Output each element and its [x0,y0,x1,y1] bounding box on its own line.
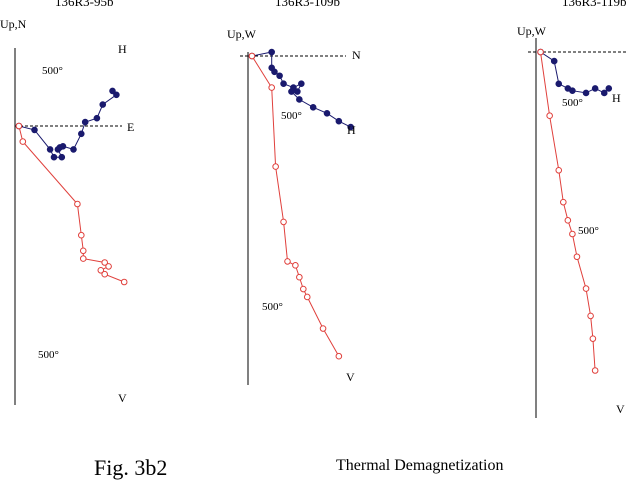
v-data-point [335,352,343,360]
h-data-point [93,114,101,122]
v-data-point [582,285,590,292]
h-data-point [113,91,120,99]
h-data-point [81,118,89,126]
v-data-point [105,263,112,270]
v-data-point [587,312,594,320]
v-data-point [564,217,572,224]
v-data-point [292,262,299,269]
v-series-label: V [346,370,355,384]
h-series-line [540,51,610,94]
h-data-point [280,80,287,87]
v-data-point [303,293,311,301]
h-data-point [591,85,599,92]
h-data-point [46,146,54,153]
h-data-point [347,123,355,131]
h-data-point [70,146,77,153]
h-data-point [569,87,576,94]
v-data-point [546,112,553,119]
h-data-point [309,104,317,111]
v-data-point [560,198,567,206]
h-series-label: H [118,42,127,56]
temperature-annotation: 500° [42,65,63,77]
h-series-label: H [612,91,621,105]
v-data-point [569,230,576,238]
v-data-point [15,122,23,130]
h-data-point [323,109,331,117]
axis-label-up: Up,N [0,17,27,31]
v-data-point [589,335,597,342]
h-data-point [605,85,613,92]
temperature-annotation: 500° [281,110,302,122]
v-data-point [97,267,105,274]
h-data-point [271,68,278,76]
axis-label-up: Up,W [227,27,257,41]
axis-label-up: Up,W [517,24,547,38]
h-data-point [99,101,107,108]
v-data-point [280,218,287,226]
v-data-point [120,278,128,286]
h-data-point [298,80,305,87]
panel-title: 136R3-95b [55,0,114,9]
v-data-point [555,167,563,174]
v-data-point [268,84,276,91]
v-series-label: V [616,402,625,416]
h-data-point [268,48,276,56]
v-series-label: V [118,391,127,405]
v-data-point [272,163,279,170]
h-data-point [31,126,38,134]
temperature-annotation: 500° [262,301,283,313]
v-data-point [248,52,256,60]
v-data-point [296,273,303,281]
v-data-point [101,270,108,278]
v-data-point [300,285,307,293]
h-data-point [555,80,563,88]
axis-label-right: E [127,120,134,134]
temperature-annotation: 500° [578,225,599,237]
h-data-point [276,72,283,80]
v-data-point [101,259,108,266]
v-data-point [284,258,291,265]
v-data-point [79,247,87,255]
v-data-point [74,200,81,208]
figure-caption: Fig. 3b2 [94,455,168,480]
h-data-point [550,57,558,65]
h-data-point [78,130,85,138]
temperature-annotation: 500° [562,97,583,109]
h-data-point [59,142,67,150]
h-data-point [58,153,66,161]
h-data-point [335,117,343,125]
h-data-point [288,88,295,95]
h-series-line [18,90,118,158]
panel-title: 136R3-109b [275,0,340,9]
axis-label-right: N [352,48,361,62]
v-data-point [78,231,85,239]
temperature-annotation: 500° [38,349,59,361]
h-data-point [296,96,303,103]
v-data-point [319,325,327,332]
v-data-point [19,138,27,145]
h-data-point [50,153,58,161]
h-series-label: H [347,123,356,137]
v-data-point [591,367,599,374]
h-data-point [109,87,116,95]
figure-subtitle: Thermal Demagnetization [336,457,504,474]
v-data-point [79,255,87,262]
v-data-point [573,253,581,261]
h-data-point [600,89,608,97]
h-data-point [582,89,590,97]
v-data-point [537,48,544,56]
h-data-point [294,88,301,95]
panel-title: 136R3-119b [562,0,627,9]
